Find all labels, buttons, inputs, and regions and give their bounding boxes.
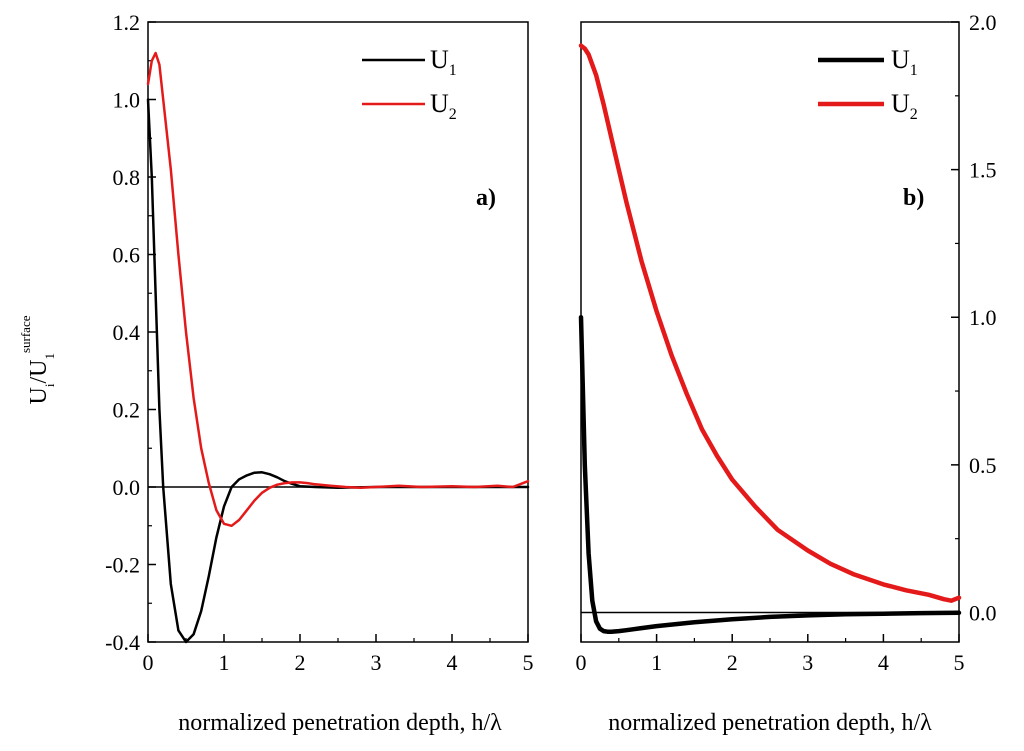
y-axis-label: Ui/U1surface: [18, 315, 57, 404]
legend-b-u1-label: U1: [891, 45, 918, 79]
panel-a-ticks: 0 1 2 3 4 5 -0.4 -0.2 0.0 0.2 0.4 0.6 0.8 1.0 1.2: [105, 10, 533, 675]
x-tick-label: 5: [954, 650, 965, 675]
series-line-u1: [578, 314, 962, 634]
panel-b-legend: U1 U2: [818, 45, 918, 123]
y-tick-label: 1.0: [113, 88, 141, 113]
y-tick-label: -0.4: [105, 630, 140, 655]
y-tick-label: 1.0: [969, 305, 997, 330]
panel-a: 0 1 2 3 4 5 -0.4 -0.2 0.0 0.2 0.4 0.6 0.8 1.0 1.2 U1 U…: [18, 10, 534, 736]
y-tick-label: 1.2: [113, 10, 141, 35]
y-tick-label: 0.6: [113, 243, 141, 268]
panel-a-legend: U1 U2: [362, 45, 457, 123]
x-tick-label: 4: [878, 650, 889, 675]
legend-a-u1-label: U1: [430, 45, 457, 79]
panel-a-frame: [147, 21, 529, 643]
x-tick-label: 3: [371, 650, 382, 675]
y-tick-label: 0.2: [113, 398, 141, 423]
x-tick-label: 5: [523, 650, 534, 675]
legend-a-u2-label: U2: [430, 89, 457, 123]
x-tick-label: 1: [651, 650, 662, 675]
panel-b-series: [578, 43, 962, 634]
series-line-u2: [578, 43, 962, 603]
y-tick-label: -0.2: [105, 553, 140, 578]
x-tick-label: 4: [447, 650, 458, 675]
y-tick-label: 1.5: [969, 158, 997, 183]
panel-b: 0 1 2 3 4 50.0 0.5 1.0 1.5 2.0 U1 U2 b) normalize…: [576, 10, 997, 736]
x-tick-label: 3: [802, 650, 813, 675]
panel-b-x-axis-label: normalized penetration depth, h/λ: [608, 710, 932, 736]
y-tick-label: 0.4: [113, 320, 141, 345]
y-tick-label: 2.0: [969, 10, 997, 35]
x-tick-label: 1: [219, 650, 230, 675]
y-tick-label: 0.0: [969, 600, 997, 625]
x-tick-label: 0: [576, 650, 587, 675]
x-tick-label: 2: [295, 650, 306, 675]
panel-b-ticks: 0 1 2 3 4 50.0 0.5 1.0 1.5 2.0: [576, 10, 997, 675]
y-tick-label: 0.8: [113, 165, 141, 190]
panel-a-x-axis-label: normalized penetration depth, h/λ: [178, 710, 502, 736]
x-tick-label: 2: [727, 650, 738, 675]
panel-a-label: a): [476, 185, 496, 211]
legend-b-u2-label: U2: [891, 89, 918, 123]
panel-b-label: b): [903, 185, 924, 211]
y-tick-label: 0.0: [113, 475, 141, 500]
series-line-u2: [146, 51, 530, 528]
series-line-u1: [146, 98, 530, 644]
x-tick-label: 0: [143, 650, 154, 675]
panel-a-series: [146, 51, 530, 644]
y-tick-label: 0.5: [969, 453, 997, 478]
